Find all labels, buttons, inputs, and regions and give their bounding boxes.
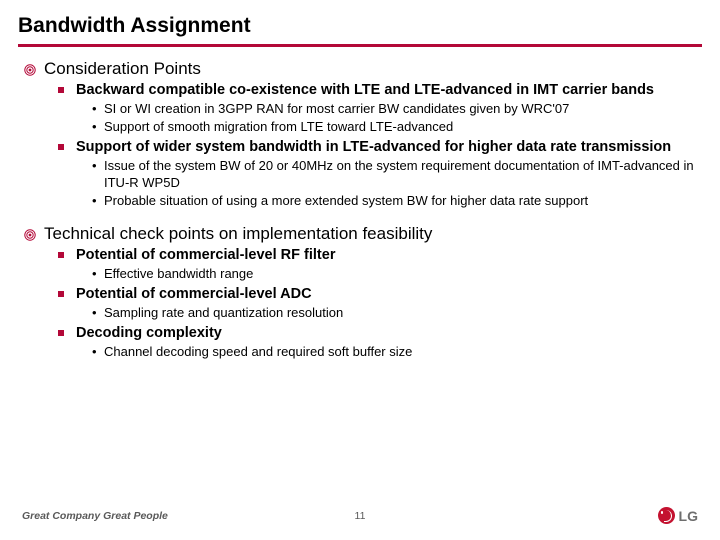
bullet-list: Backward compatible co-existence with LT… — [24, 81, 702, 210]
footer-tagline: Great Company Great People — [22, 510, 168, 522]
list-item: Decoding complexity Channel decoding spe… — [58, 324, 702, 361]
list-item: Potential of commercial-level RF filter … — [58, 246, 702, 283]
sub-item: Effective bandwidth range — [92, 266, 702, 283]
sub-list: Channel decoding speed and required soft… — [76, 344, 702, 361]
section-header: Technical check points on implementation… — [24, 224, 702, 244]
item-text: Support of wider system bandwidth in LTE… — [76, 138, 702, 156]
sub-item: Issue of the system BW of 20 or 40MHz on… — [92, 158, 702, 192]
target-bullet-icon — [24, 64, 36, 76]
slide-title: Bandwidth Assignment — [18, 14, 251, 42]
footer: Great Company Great People 11 LG — [0, 507, 720, 524]
target-bullet-icon — [24, 229, 36, 241]
lg-face-icon — [658, 507, 675, 524]
item-text: Decoding complexity — [76, 324, 702, 342]
sub-item: SI or WI creation in 3GPP RAN for most c… — [92, 101, 702, 118]
section-title: Technical check points on implementation… — [44, 224, 432, 244]
sub-list: SI or WI creation in 3GPP RAN for most c… — [76, 101, 702, 136]
slide: Bandwidth Assignment Consideration Point… — [0, 0, 720, 540]
list-item: Support of wider system bandwidth in LTE… — [58, 138, 702, 210]
sub-list: Sampling rate and quantization resolutio… — [76, 305, 702, 322]
lg-wordmark: LG — [679, 508, 698, 524]
page-number: 11 — [355, 510, 366, 522]
list-item: Potential of commercial-level ADC Sampli… — [58, 285, 702, 322]
sub-item: Sampling rate and quantization resolutio… — [92, 305, 702, 322]
sub-item: Support of smooth migration from LTE tow… — [92, 119, 702, 136]
section-technical: Technical check points on implementation… — [24, 224, 702, 361]
section-header: Consideration Points — [24, 59, 702, 79]
sub-item: Probable situation of using a more exten… — [92, 193, 702, 210]
list-item: Backward compatible co-existence with LT… — [58, 81, 702, 136]
sub-list: Effective bandwidth range — [76, 266, 702, 283]
item-text: Potential of commercial-level ADC — [76, 285, 702, 303]
item-text: Potential of commercial-level RF filter — [76, 246, 702, 264]
bullet-list: Potential of commercial-level RF filter … — [24, 246, 702, 361]
sub-item: Channel decoding speed and required soft… — [92, 344, 702, 361]
item-text: Backward compatible co-existence with LT… — [76, 81, 702, 99]
sub-list: Issue of the system BW of 20 or 40MHz on… — [76, 158, 702, 210]
logo: LG — [658, 507, 698, 524]
section-title: Consideration Points — [44, 59, 201, 79]
content-area: Consideration Points Backward compatible… — [18, 47, 702, 361]
section-consideration: Consideration Points Backward compatible… — [24, 59, 702, 210]
